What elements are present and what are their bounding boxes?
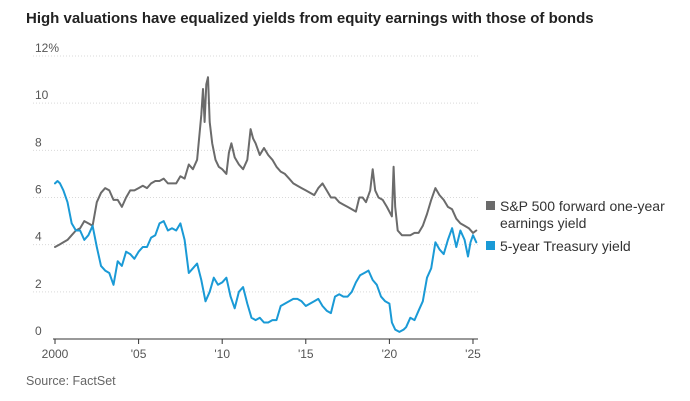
series-lines: [54, 76, 478, 333]
y-tick-label: 2: [35, 277, 42, 291]
chart-title: High valuations have equalized yields fr…: [26, 10, 594, 27]
y-tick-label: 4: [35, 230, 42, 244]
grid-lines: [33, 55, 478, 293]
legend: S&P 500 forward one-year earnings yield …: [486, 198, 686, 261]
x-axis-ticks: 2000 '05 '10 '15 '20 '25: [42, 338, 481, 361]
legend-label-treasury: 5-year Treasury yield: [500, 238, 631, 254]
x-tick-label: '05: [131, 347, 147, 361]
y-tick-label: 6: [35, 183, 42, 197]
y-axis-ticks: 0 2 4 6 8 10 12%: [35, 41, 59, 338]
x-tick-label: '25: [465, 347, 481, 361]
legend-item-treasury: 5-year Treasury yield: [486, 238, 686, 255]
x-tick-label: 2000: [42, 347, 69, 361]
legend-swatch-treasury: [486, 241, 495, 250]
legend-swatch-sp500: [486, 201, 495, 210]
y-tick-label: 12%: [35, 41, 59, 55]
x-tick-label: '15: [298, 347, 314, 361]
source-note: Source: FactSet: [26, 374, 116, 388]
y-tick-label: 8: [35, 135, 42, 149]
x-tick-label: '20: [382, 347, 398, 361]
series-line-sp500-earnings-yield: [54, 76, 478, 248]
x-tick-label: '10: [214, 347, 230, 361]
legend-item-sp500: S&P 500 forward one-year earnings yield: [486, 198, 686, 232]
series-line-5yr-treasury-yield: [54, 180, 478, 333]
legend-label-sp500: S&P 500 forward one-year earnings yield: [500, 198, 665, 231]
y-tick-label: 10: [35, 88, 49, 102]
y-tick-label: 0: [35, 324, 42, 338]
